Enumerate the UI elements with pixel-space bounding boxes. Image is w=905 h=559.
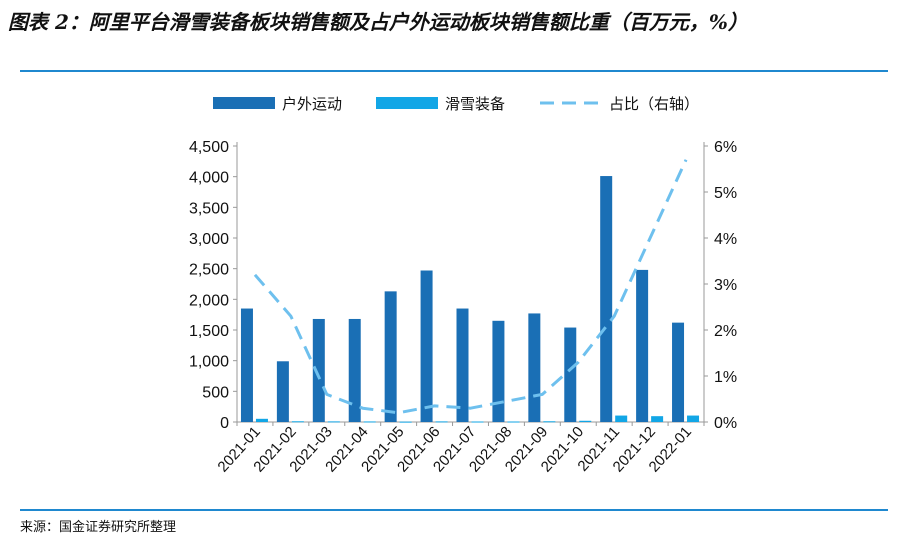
bar-ski — [435, 421, 448, 423]
right-tick-label: 5% — [714, 185, 737, 202]
legend-swatch-outdoor — [213, 97, 275, 109]
legend-label-outdoor: 户外运动 — [282, 96, 342, 113]
bottom-divider — [20, 509, 888, 511]
right-tick-label: 3% — [714, 277, 737, 294]
left-tick-label: 4,500 — [189, 139, 229, 156]
bar-outdoor — [528, 313, 541, 422]
bar-ski — [579, 420, 592, 422]
bar-ski — [363, 421, 376, 423]
left-tick-label: 3,500 — [189, 200, 229, 217]
right-tick-label: 6% — [714, 139, 737, 156]
bar-ski — [615, 415, 628, 422]
bar-outdoor — [276, 361, 289, 422]
bar-outdoor — [456, 308, 469, 422]
bar-outdoor — [240, 308, 253, 422]
left-tick-label: 2,500 — [189, 262, 229, 279]
left-tick-label: 0 — [220, 415, 229, 432]
bar-outdoor — [600, 176, 613, 422]
right-tick-label: 1% — [714, 369, 737, 386]
bar-outdoor — [492, 320, 505, 422]
left-tick-label: 4,000 — [189, 170, 229, 187]
bar-ski — [255, 418, 268, 422]
bar-outdoor — [348, 318, 361, 422]
ratio-line — [253, 159, 688, 415]
bar-outdoor — [564, 327, 577, 422]
bar-ski — [327, 421, 340, 423]
left-tick-label: 500 — [202, 384, 229, 401]
bar-outdoor — [384, 291, 397, 422]
legend-swatch-ski — [376, 97, 438, 109]
bar-ski — [651, 416, 664, 422]
chart-title: 图表 2：阿里平台滑雪装备板块销售额及占户外运动板块销售额比重（百万元，%） — [8, 10, 748, 34]
bar-ski — [399, 421, 412, 423]
bar-ski — [471, 421, 484, 423]
right-tick-label: 2% — [714, 323, 737, 340]
source-note: 来源：国金证券研究所整理 — [20, 520, 177, 535]
left-tick-label: 1,500 — [189, 323, 229, 340]
bar-ski — [291, 421, 304, 423]
top-divider — [20, 70, 888, 72]
bar-ski — [687, 415, 700, 422]
bar-outdoor — [312, 318, 325, 422]
left-tick-label: 3,000 — [189, 231, 229, 248]
legend-label-ski: 滑雪装备 — [445, 96, 505, 113]
left-tick-label: 1,000 — [189, 354, 229, 371]
bar-outdoor — [636, 269, 649, 422]
bar-ski — [543, 421, 556, 423]
right-tick-label: 0% — [714, 415, 737, 432]
right-tick-label: 4% — [714, 231, 737, 248]
bar-outdoor — [672, 322, 685, 422]
bar-ski — [507, 421, 520, 423]
bar-outdoor — [420, 270, 433, 422]
legend-label-ratio: 占比（右轴） — [609, 96, 699, 113]
left-tick-label: 2,000 — [189, 292, 229, 309]
